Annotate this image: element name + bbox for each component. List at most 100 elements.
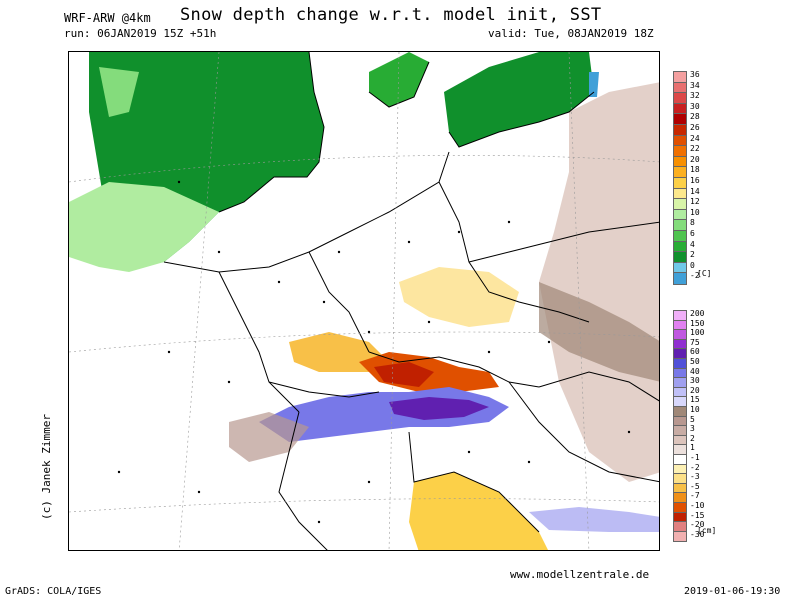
sst-swatch [673, 261, 687, 275]
country-borders [163, 52, 659, 550]
sst-level-label: 8 [690, 218, 695, 228]
timestamp-label: 2019-01-06-19:30 [684, 586, 781, 597]
snow-swatch [673, 492, 687, 504]
run-label: run: 06JAN2019 15Z +51h [64, 27, 217, 40]
snow-swatch [673, 434, 687, 447]
sst-level-label: 30 [690, 101, 700, 111]
sst-level-label: 10 [690, 207, 700, 217]
sst-swatch [673, 134, 687, 148]
snow-swatch [673, 406, 687, 418]
snow-swatch [673, 319, 687, 332]
snow-level-label: -10 [690, 501, 705, 510]
sst-swatch [673, 240, 687, 254]
snow-level-label: -15 [690, 510, 705, 520]
snow-swatch [673, 473, 687, 485]
snow-level-label: 10 [690, 405, 700, 414]
snow-depth-map [68, 51, 660, 551]
sst-level-label: 0 [690, 260, 695, 270]
snow-swatch [673, 358, 687, 370]
snow-swatch [673, 444, 687, 456]
snow-level-label: 150 [690, 318, 705, 328]
snow-swatch [673, 396, 687, 408]
snow-swatch [673, 502, 687, 514]
sst-level-label: 22 [690, 144, 700, 154]
grads-label: GrADS: COLA/IGES [5, 586, 102, 597]
carpathian-ridge [539, 282, 659, 382]
coastal-sst [589, 72, 599, 97]
map-canvas [69, 52, 659, 550]
snow-level-label: -20 [690, 520, 705, 530]
balkan-snow-gain [529, 507, 659, 532]
sst-level-label: 20 [690, 154, 700, 164]
snow-swatch [673, 386, 687, 399]
snow-level-label: 20 [690, 385, 700, 395]
snow-level-label: -7 [690, 491, 700, 501]
snow-swatch [673, 463, 687, 476]
english-channel-sst [69, 182, 219, 272]
sst-level-label: 18 [690, 165, 700, 175]
snow-swatch [673, 348, 687, 360]
lat-lon-grid [69, 52, 659, 550]
sst-level-label: 16 [690, 176, 700, 185]
sst-level-label: 12 [690, 197, 700, 207]
snow-level-label: 2 [690, 433, 695, 443]
snow-swatch [673, 511, 687, 524]
map-title: Snow depth change w.r.t. model init, SST [180, 5, 602, 25]
valid-label: valid: Tue, 08JAN2019 18Z [488, 27, 654, 40]
sst-swatch [673, 113, 687, 126]
snow-level-label: 30 [690, 376, 700, 386]
snow-swatch [673, 310, 687, 322]
sst-swatch [673, 166, 687, 179]
snow-swatch [673, 367, 687, 380]
snow-level-label: -1 [690, 453, 700, 462]
sst-swatch [673, 102, 687, 116]
baltic-sea-sst [444, 52, 594, 147]
snow-unit-label: [cm] [697, 526, 717, 536]
snow-level-label: 5 [690, 414, 695, 424]
sst-swatch [673, 81, 687, 95]
snow-loss-north [399, 267, 519, 327]
model-label: WRF-ARW @4km [64, 11, 151, 25]
sst-level-label: 26 [690, 123, 700, 132]
north-sea-shelf-sst [99, 67, 139, 117]
snow-level-label: -30 [690, 529, 705, 539]
snow-swatch [673, 329, 687, 341]
sst-swatch [673, 155, 687, 169]
sst-level-label: 14 [690, 186, 700, 196]
snow-level-label: 3 [690, 424, 695, 434]
sst-swatch [673, 198, 687, 211]
sst-swatch [673, 187, 687, 201]
sst-swatch [673, 230, 687, 243]
sst-level-label: 2 [690, 250, 695, 260]
sst-swatch [673, 251, 687, 264]
snow-level-label: 15 [690, 395, 700, 405]
sst-swatch [673, 145, 687, 158]
snow-swatch [673, 521, 687, 533]
snow-level-label: 40 [690, 366, 700, 376]
snow-swatch [673, 415, 687, 428]
snow-swatch [673, 530, 687, 543]
snow-level-label: 200 [690, 309, 705, 318]
snow-level-label: -3 [690, 472, 700, 482]
sst-unit-label: [C] [697, 269, 712, 278]
sst-swatch [673, 208, 687, 222]
snow-swatch [673, 338, 687, 351]
snow-swatch [673, 425, 687, 437]
sst-level-label: 32 [690, 91, 700, 101]
snow-level-label: 100 [690, 328, 705, 338]
snow-swatch [673, 377, 687, 389]
snow-level-label: 1 [690, 443, 695, 453]
sst-swatch [673, 177, 687, 190]
sst-swatch [673, 124, 687, 137]
sst-level-label: 4 [690, 239, 695, 249]
sst-swatch [673, 92, 687, 105]
credit-label: (c) Janek Zimmer [40, 414, 53, 520]
sst-swatch [673, 219, 687, 232]
alpine-terrain [229, 412, 309, 462]
snow-level-label: 60 [690, 347, 700, 357]
adriatic-sea-sst [409, 472, 548, 550]
snow-loss-core [374, 362, 434, 387]
sst-level-label: 36 [690, 70, 700, 79]
snow-swatch [673, 482, 687, 495]
snow-level-label: -2 [690, 462, 700, 472]
